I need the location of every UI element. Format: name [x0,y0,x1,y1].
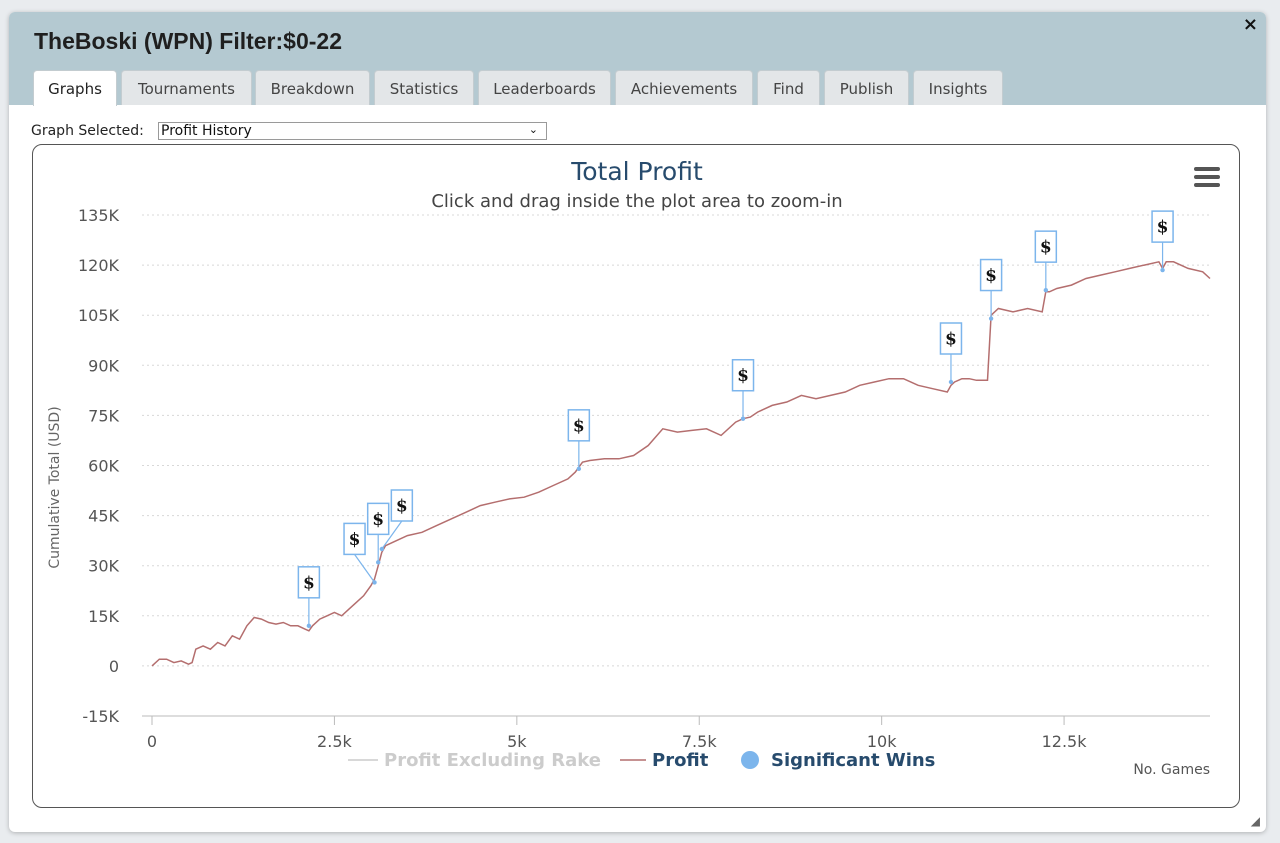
graph-select-value: Profit History [161,123,252,139]
tab-achievements[interactable]: Achievements [615,70,753,105]
profit-series-line [151,260,1211,667]
legend-item-label: Profit [652,750,709,771]
significant-win-flag [979,258,1003,292]
y-tick-label: 120K [78,256,120,275]
significant-win-point [379,546,385,552]
graph-select-label: Graph Selected: [31,123,144,139]
significant-win-point [375,560,381,565]
significant-win-point [1160,267,1165,273]
chart-container: Total Profit Click and drag inside the p… [32,144,1240,808]
legend-symbol [741,751,759,769]
significant-win-flag [1034,230,1058,263]
y-tick-label: -15K [82,707,119,726]
significant-win-point [372,580,377,585]
significant-win-label: $ [372,510,384,530]
significant-win-point [576,466,582,472]
significant-win-label: $ [396,497,408,517]
significant-win-point [988,316,994,321]
y-axis-title: Cumulative Total (USD) [47,406,63,568]
significant-win-flag [731,358,755,392]
significant-win-flag [343,522,366,556]
y-tick-label: 90K [88,356,119,375]
significant-win-point [740,416,746,421]
y-tick-label: 75K [88,406,119,425]
significant-win-stem [354,554,376,583]
tab-breakdown[interactable]: Breakdown [255,70,370,105]
y-tick-label: 0 [109,657,119,676]
significant-win-flag [297,566,321,599]
significant-win-flag [390,489,414,522]
x-tick-label: 12.5k [1042,732,1088,751]
tab-find[interactable]: Find [757,70,820,105]
significant-win-point [306,623,312,629]
significant-win-label: $ [1157,218,1169,238]
significant-win-flag [1151,210,1174,243]
y-tick-label: 105K [78,306,120,325]
significant-win-label: $ [303,573,315,593]
close-icon[interactable]: × [1242,14,1258,35]
legend-item-label: Significant Wins [771,750,935,771]
significant-win-label: $ [349,530,361,550]
x-tick-label: 0 [147,732,157,751]
significant-win-stem [381,520,403,550]
significant-win-label: $ [985,266,997,286]
tab-insights[interactable]: Insights [913,70,1003,105]
tab-graphs[interactable]: Graphs [33,70,117,106]
significant-win-flag [366,502,390,536]
tab-tournaments[interactable]: Tournaments [121,70,252,105]
dialog-window: TheBoski (WPN) Filter:$0-22 × Graphs Tou… [9,12,1266,832]
x-tick-label: 2.5k [317,732,352,751]
significant-win-flag [939,322,963,355]
chart-canvas[interactable]: -15K 0 15K 30K 45K 60K 75K 90K 105K 120K 135K 0 2.5k… [33,145,1238,806]
tab-statistics[interactable]: Statistics [374,70,474,105]
chevron-down-icon: ⌄ [528,123,538,136]
y-tick-label: 15K [88,607,119,626]
legend-item-label: Profit Excluding Rake [384,750,601,771]
window-title: TheBoski (WPN) Filter:$0-22 [34,28,342,54]
significant-win-point [1043,287,1049,293]
title-bar: TheBoski (WPN) Filter:$0-22 × Graphs Tou… [9,12,1266,106]
resize-grip-icon[interactable]: ◢ [1250,814,1260,828]
y-tick-label: 45K [88,507,119,526]
y-tick-label: 135K [78,206,120,225]
graph-select-dropdown[interactable]: Profit History ⌄ [158,122,547,140]
significant-win-label: $ [573,416,585,436]
significant-win-label: $ [1040,238,1052,258]
significant-win-label: $ [737,366,749,386]
x-tick-label: 5k [507,732,527,751]
x-tick-label: 7.5k [682,732,717,751]
x-axis-title: No. Games [1133,762,1210,778]
significant-win-point [948,379,954,385]
tab-leaderboards[interactable]: Leaderboards [478,70,611,105]
significant-win-label: $ [945,330,957,350]
tab-publish[interactable]: Publish [824,70,909,105]
y-tick-label: 60K [88,457,119,476]
chart-menu-icon[interactable] [1194,167,1220,191]
y-tick-label: 30K [88,557,119,576]
significant-win-flag [567,409,591,442]
x-tick-label: 10k [867,732,897,751]
chart-subtitle: Click and drag inside the plot area to z… [431,191,843,212]
chart-title: Total Profit [571,157,703,186]
